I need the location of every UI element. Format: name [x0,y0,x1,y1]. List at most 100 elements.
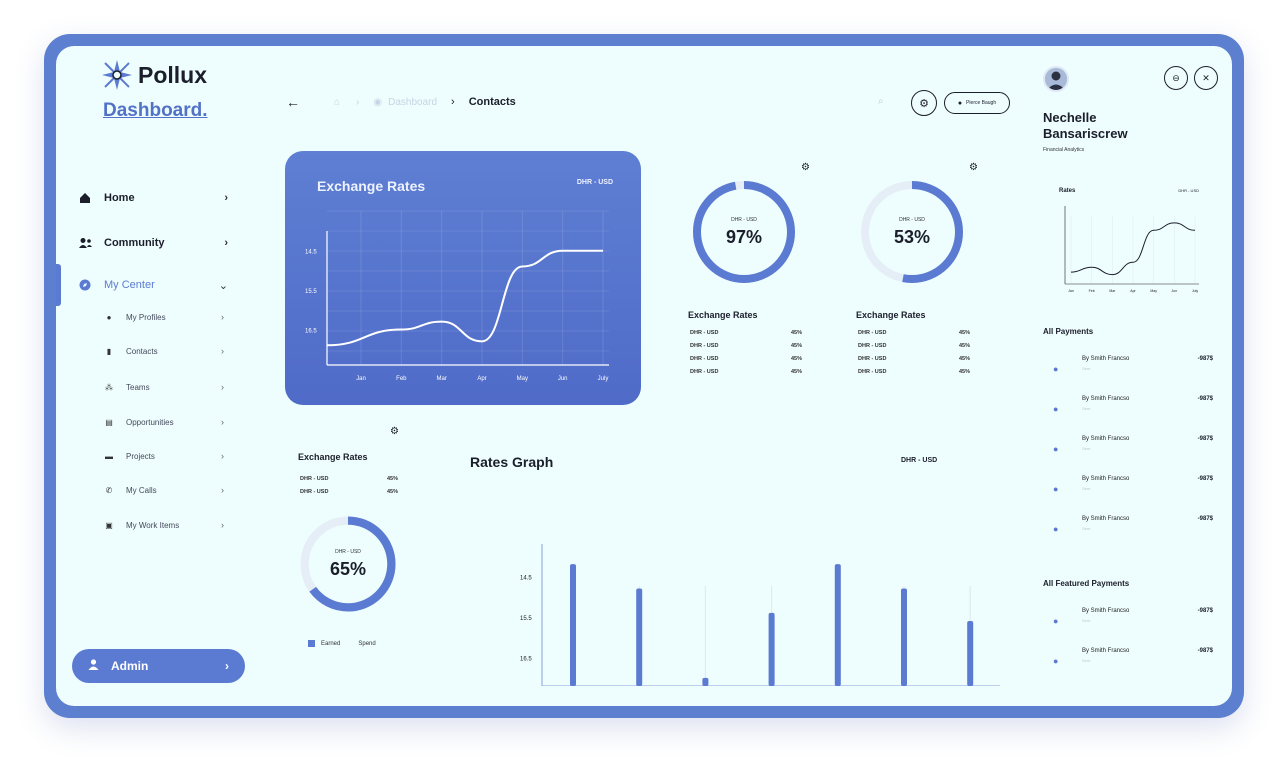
rate-pair: DHR - USD [690,356,719,362]
chevron-right-icon: › [221,485,224,495]
card-title: Exchange Rates [298,452,368,462]
chevron-right-icon: › [225,659,229,673]
user-icon: ● [1053,616,1059,626]
profile-name: Nechelle Bansariscrew [1043,110,1128,141]
donut-chart: DHR - USD 65% [300,516,396,612]
home-crumb-icon[interactable]: ⌂ [334,96,341,108]
sidebar-item-home[interactable]: Home › [78,186,228,210]
chevron-right-icon: › [221,520,224,530]
payment-amount: -987$ [1197,476,1213,482]
rate-value: 45% [386,489,398,495]
payment-row[interactable]: ● By Smith Francso Sent -987$ [1047,436,1215,460]
legend-spend: Spend [358,640,376,647]
community-icon [78,236,92,250]
admin-label: Admin [111,659,149,673]
sidebar-subitem-my-calls[interactable]: ✆ My Calls › [104,481,224,499]
chart-legend: Earned Spend [308,640,376,647]
currency-pair: DHR - USD [901,457,938,464]
close-button[interactable]: ✕ [1194,66,1218,90]
featured-payments-title: All Featured Payments [1043,579,1130,588]
donut-card-2: ⚙ DHR - USD 53% Exchange Rates DHR - USD… [838,156,986,406]
search-icon[interactable]: ⌕ [878,96,884,107]
x-tick-label: May [1150,289,1157,293]
donut-progress-arc [861,181,963,283]
user-icon: ● [1053,444,1059,454]
rate-row: DHR - USD 45% [300,489,398,495]
user-icon: ● [1053,484,1059,494]
payment-row[interactable]: ● By Smith Francso Sent -987$ [1047,476,1215,500]
chevron-right-icon: › [221,417,224,427]
user-icon: ● [1053,404,1059,414]
x-tick-label: Mar [436,376,446,382]
payment-amount: -987$ [1197,356,1213,362]
gear-icon[interactable]: ⚙ [390,426,399,437]
chevron-right-icon: › [221,346,224,356]
rate-pair: DHR - USD [858,343,887,349]
payment-row[interactable]: ● By Smith Francso Sent -987$ [1047,648,1215,672]
rates-title: Exchange Rates [856,310,926,320]
payment-amount: -987$ [1197,396,1213,402]
payment-name: By Smith Francso [1082,608,1130,614]
dashboard-link[interactable]: Dashboard. [103,100,208,121]
rate-row: DHR - USD 45% [858,356,970,362]
phone-icon: ✆ [105,485,113,495]
payment-row[interactable]: ● By Smith Francso Sent -987$ [1047,608,1215,632]
y-tick-label: 14.5 [520,575,532,581]
sidebar-subitem-contacts[interactable]: ▮ Contacts › [104,342,224,360]
payment-row[interactable]: ● By Smith Francso Sent -987$ [1047,516,1215,540]
brand-name: Pollux [138,61,208,88]
payment-amount: -987$ [1197,608,1213,614]
rate-pair: DHR - USD [300,476,329,482]
rate-value: 45% [790,343,802,349]
sidebar-subitem-projects[interactable]: ▬ Projects › [104,447,224,465]
avatar[interactable] [1043,66,1069,92]
breadcrumb-dashboard[interactable]: Dashboard [388,96,438,108]
sidebar-subitem-teams[interactable]: ⁂ Teams › [104,378,224,396]
payment-row[interactable]: ● By Smith Francso Sent -987$ [1047,356,1215,380]
gear-icon[interactable]: ⚙ [801,162,810,173]
donut-pair: DHR - USD [731,216,757,223]
sidebar-subitem-opportunities[interactable]: ▤ Opportunities › [104,413,224,431]
payment-status: Sent [1082,486,1091,491]
payment-status: Sent [1082,406,1091,411]
admin-button[interactable]: Admin › [72,649,245,683]
x-tick-label: Jun [558,376,568,382]
chevron-down-icon: ⌄ [218,279,228,292]
message-icon: ⊖ [1172,72,1180,83]
rate-value: 45% [958,369,970,375]
sidebar-subitem-my-profiles[interactable]: ● My Profiles › [104,308,224,326]
brand-logo[interactable]: Pollux [100,58,207,92]
bar-july [967,621,974,686]
chevron-right-icon: › [221,451,224,461]
gear-icon[interactable]: ⚙ [969,162,978,173]
x-tick-label: July [1192,289,1198,293]
rate-value: 45% [958,343,970,349]
rate-value: 45% [790,356,802,362]
payment-status: Sent [1082,366,1091,371]
dashboard-crumb-icon: ◉ [373,96,383,108]
settings-button[interactable]: ⚙ [911,90,937,116]
message-button[interactable]: ⊖ [1164,66,1188,90]
chevron-right-icon: › [224,192,228,204]
back-arrow-icon[interactable]: ← [286,94,300,110]
sidebar-item-my-center[interactable]: My Center ⌄ [78,273,228,297]
x-tick-label: Mar [1109,289,1116,293]
briefcase-icon: ▬ [105,451,113,461]
close-icon: ✕ [1202,72,1210,83]
sidebar-subitem-my-work-items[interactable]: ▣ My Work Items › [104,516,224,534]
rate-row: DHR - USD 45% [858,343,970,349]
pollux-star-icon [102,60,132,90]
payment-status: Sent [1082,446,1091,451]
subitem-label: My Work Items [126,520,180,530]
payment-row[interactable]: ● By Smith Francso Sent -987$ [1047,396,1215,420]
donut-pair: DHR - USD [335,548,361,555]
sidebar-item-community[interactable]: Community › [78,231,228,255]
user-icon: ● [1053,524,1059,534]
donut-progress-arc [693,181,795,283]
bar-apr [768,612,775,686]
x-tick-label: Feb [396,376,407,382]
sidebar-item-label: Community [104,237,165,249]
x-tick-label: May [517,376,528,382]
x-tick-label: Apr [1130,289,1136,293]
user-menu-button[interactable]: ● Pierce Baugh [944,92,1010,114]
